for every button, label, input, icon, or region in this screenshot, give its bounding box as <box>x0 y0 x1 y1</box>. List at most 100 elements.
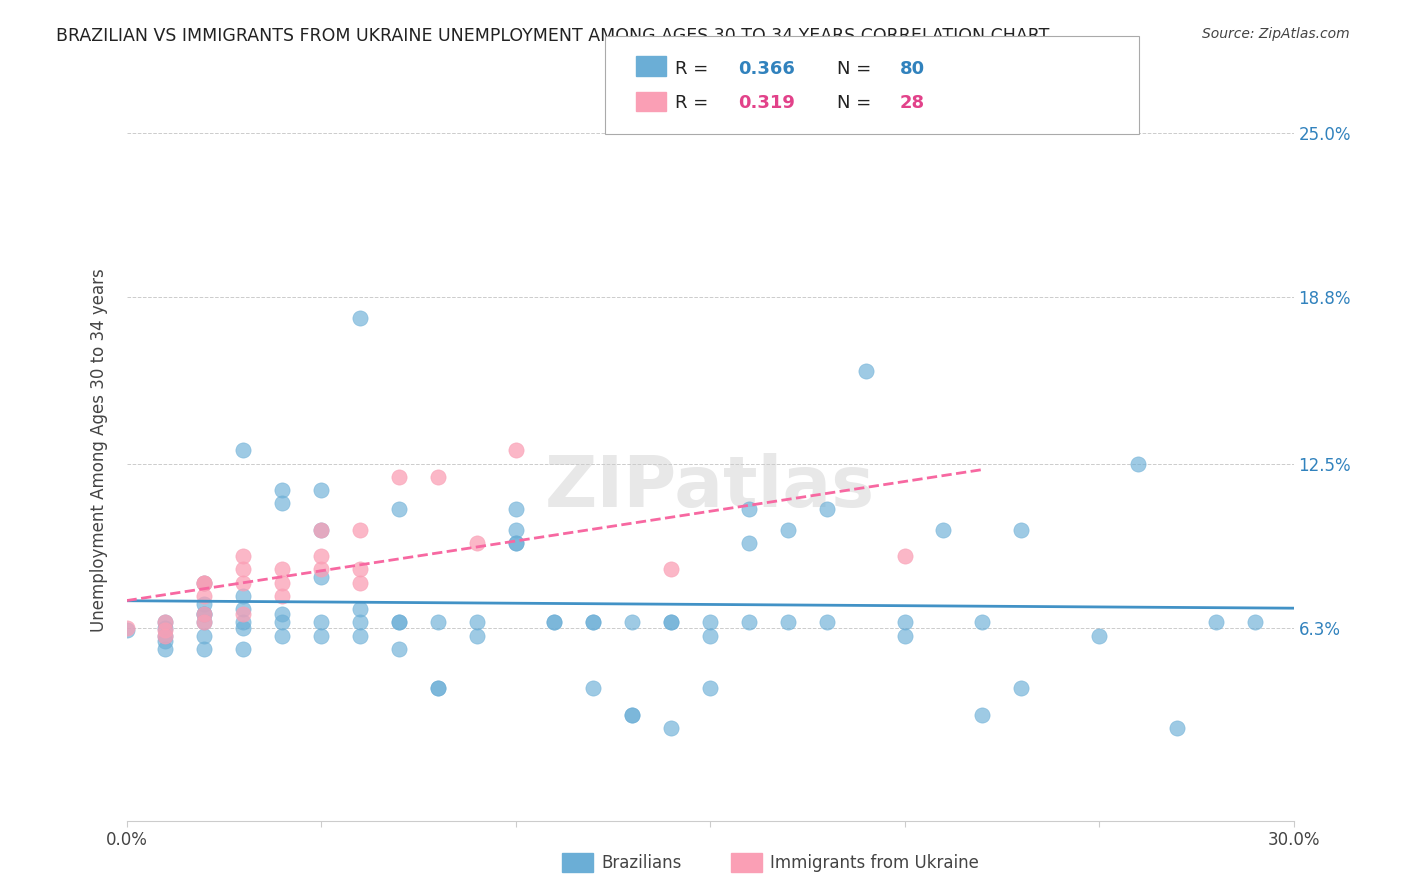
Point <box>271 615 294 630</box>
Point <box>309 483 332 497</box>
Point <box>193 589 215 603</box>
Point <box>232 443 254 458</box>
Point <box>271 562 294 576</box>
Point <box>621 707 644 722</box>
Point <box>699 615 721 630</box>
Point <box>115 624 138 638</box>
Point <box>699 681 721 696</box>
Point <box>193 607 215 622</box>
Point <box>388 615 411 630</box>
Point <box>582 681 605 696</box>
Point <box>271 607 294 622</box>
Point <box>232 641 254 656</box>
Point <box>426 615 449 630</box>
Text: 80: 80 <box>900 60 925 78</box>
Text: Immigrants from Ukraine: Immigrants from Ukraine <box>770 854 980 871</box>
Point <box>193 607 215 622</box>
Point <box>232 607 254 622</box>
Text: R =: R = <box>675 95 714 112</box>
Point <box>738 501 761 516</box>
Point <box>155 615 177 630</box>
Point <box>155 629 177 643</box>
Point <box>193 607 215 622</box>
Point <box>309 615 332 630</box>
Point <box>465 615 488 630</box>
Text: 28: 28 <box>900 95 925 112</box>
Point <box>388 615 411 630</box>
Point <box>855 364 877 378</box>
Text: Source: ZipAtlas.com: Source: ZipAtlas.com <box>1202 27 1350 41</box>
Point <box>155 624 177 638</box>
Point <box>309 523 332 537</box>
Point <box>893 549 915 564</box>
Text: Brazilians: Brazilians <box>602 854 682 871</box>
Point <box>426 681 449 696</box>
Point <box>893 615 915 630</box>
Point <box>271 496 294 510</box>
Text: N =: N = <box>837 95 876 112</box>
Point <box>815 501 838 516</box>
Point <box>309 549 332 564</box>
Point <box>232 602 254 616</box>
Point <box>659 615 682 630</box>
Point <box>349 523 371 537</box>
Y-axis label: Unemployment Among Ages 30 to 34 years: Unemployment Among Ages 30 to 34 years <box>90 268 108 632</box>
Point <box>193 629 215 643</box>
Point <box>309 562 332 576</box>
Point <box>388 470 411 484</box>
Point <box>1010 681 1032 696</box>
Point <box>271 589 294 603</box>
Point <box>505 501 527 516</box>
Point <box>193 615 215 630</box>
Point <box>155 633 177 648</box>
Point <box>659 721 682 735</box>
Point <box>1166 721 1188 735</box>
Point <box>309 629 332 643</box>
Point <box>193 575 215 590</box>
Point <box>505 443 527 458</box>
Text: BRAZILIAN VS IMMIGRANTS FROM UKRAINE UNEMPLOYMENT AMONG AGES 30 TO 34 YEARS CORR: BRAZILIAN VS IMMIGRANTS FROM UKRAINE UNE… <box>56 27 1050 45</box>
Point <box>1088 629 1111 643</box>
Point <box>582 615 605 630</box>
Point <box>465 536 488 550</box>
Point <box>155 641 177 656</box>
Point <box>505 536 527 550</box>
Point <box>505 536 527 550</box>
Point <box>232 621 254 635</box>
Point <box>155 629 177 643</box>
Point <box>349 629 371 643</box>
Point <box>1010 523 1032 537</box>
Point <box>193 615 215 630</box>
Point <box>193 575 215 590</box>
Point <box>426 470 449 484</box>
Point <box>815 615 838 630</box>
Text: 0.366: 0.366 <box>738 60 794 78</box>
Point <box>349 602 371 616</box>
Point <box>271 575 294 590</box>
Point <box>155 615 177 630</box>
Point <box>582 615 605 630</box>
Point <box>1126 457 1149 471</box>
Point <box>271 629 294 643</box>
Point <box>932 523 955 537</box>
Point <box>1205 615 1227 630</box>
Point <box>193 641 215 656</box>
Point <box>193 597 215 611</box>
Text: R =: R = <box>675 60 714 78</box>
Point <box>232 575 254 590</box>
Text: N =: N = <box>837 60 876 78</box>
Text: 0.319: 0.319 <box>738 95 794 112</box>
Point <box>349 562 371 576</box>
Point <box>505 523 527 537</box>
Point <box>972 615 994 630</box>
Point <box>776 615 799 630</box>
Point <box>543 615 565 630</box>
Point <box>388 501 411 516</box>
Point <box>155 621 177 635</box>
Point <box>699 629 721 643</box>
Point <box>232 549 254 564</box>
Point <box>349 615 371 630</box>
Point <box>543 615 565 630</box>
Point <box>271 483 294 497</box>
Point <box>193 575 215 590</box>
